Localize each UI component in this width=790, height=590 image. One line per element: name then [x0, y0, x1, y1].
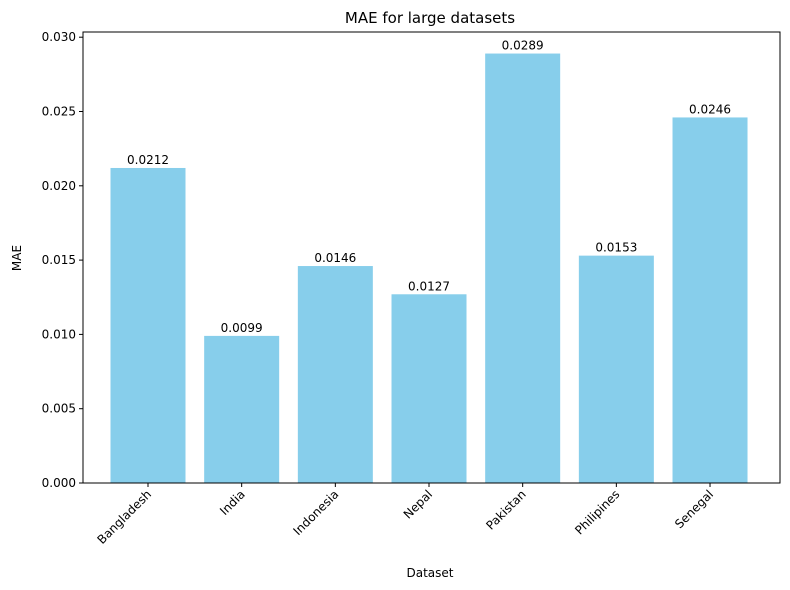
bar-nepal [391, 294, 467, 483]
y-tick-label: 0.020 [42, 179, 76, 193]
bar-india [204, 335, 280, 483]
x-tick-label-nepal: Nepal [401, 487, 435, 521]
x-tick-label-bangladesh: Bangladesh [94, 487, 154, 547]
x-tick-label-pakistan: Pakistan [483, 487, 528, 532]
data-label-bangladesh: 0.0212 [127, 153, 169, 167]
bar-pakistan [485, 53, 561, 484]
data-label-indonesia: 0.0146 [314, 251, 356, 265]
chart-title: MAE for large datasets [345, 9, 515, 27]
x-axis: Bangladesh India Indonesia Nepal Pakistan Phi… [94, 483, 716, 547]
y-tick-label: 0.010 [42, 327, 76, 341]
bars-group [110, 53, 748, 484]
y-tick-label: 0.030 [42, 30, 76, 44]
bar-bangladesh [110, 167, 186, 483]
data-label-india: 0.0099 [221, 321, 263, 335]
data-label-philipines: 0.0153 [595, 241, 637, 255]
data-label-nepal: 0.0127 [408, 279, 450, 293]
y-tick-label: 0.015 [42, 253, 76, 267]
y-axis: 0.000 0.005 0.010 0.015 0.020 0.025 0.030 [42, 30, 83, 490]
y-axis-label: MAE [10, 245, 24, 271]
x-tick-label-philipines: Philipines [572, 487, 622, 537]
y-tick-label: 0.000 [42, 476, 76, 490]
bar-indonesia [297, 266, 373, 483]
data-label-senegal: 0.0246 [689, 102, 731, 116]
y-tick-label: 0.005 [42, 402, 76, 416]
bar-philipines [578, 255, 654, 483]
x-tick-label-indonesia: Indonesia [291, 487, 342, 538]
plot-frame [82, 31, 781, 484]
x-tick-label-india: India [217, 487, 248, 518]
y-tick-label: 0.025 [42, 105, 76, 119]
x-tick-label-senegal: Senegal [672, 487, 716, 531]
x-axis-label: Dataset [407, 566, 454, 580]
data-label-pakistan: 0.0289 [502, 39, 544, 53]
data-labels-group: 0.0212 0.0099 0.0146 0.0127 0.0289 0.0153 0.02… [127, 39, 731, 335]
bar-senegal [672, 117, 748, 483]
